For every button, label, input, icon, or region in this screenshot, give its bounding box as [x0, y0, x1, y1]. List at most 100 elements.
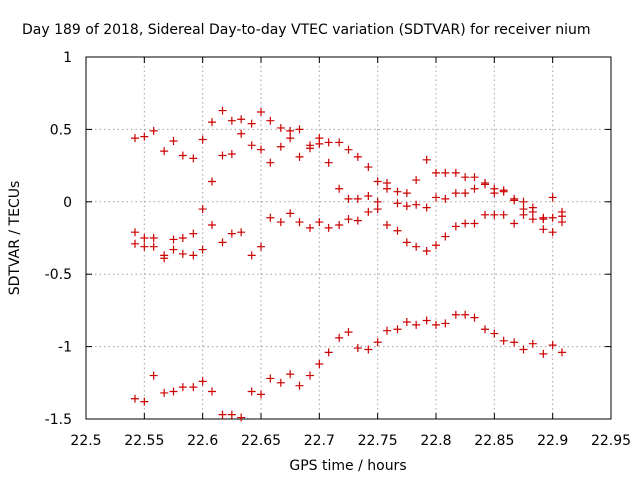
data-point: [383, 184, 391, 193]
data-point: [189, 251, 198, 260]
data-point: [364, 163, 373, 172]
data-point: [353, 194, 362, 203]
data-point: [528, 215, 537, 224]
data-point: [257, 390, 265, 399]
data-point: [353, 152, 362, 161]
data-point: [276, 123, 285, 132]
data-point: [548, 193, 557, 202]
data-point: [160, 388, 169, 397]
data-point: [335, 220, 344, 229]
series-lower-middle: [131, 205, 566, 263]
data-point: [160, 254, 169, 263]
data-points: [131, 106, 566, 422]
data-point: [470, 313, 479, 322]
data-point: [266, 116, 275, 125]
data-point: [510, 219, 519, 228]
data-point: [432, 193, 440, 202]
data-point: [470, 184, 479, 193]
x-tick-label: 22.7: [304, 433, 335, 449]
data-point: [335, 333, 344, 342]
data-point: [510, 194, 519, 203]
data-point: [441, 168, 450, 177]
data-point: [140, 242, 149, 251]
data-point: [131, 134, 139, 143]
data-point: [490, 189, 499, 198]
data-point: [189, 154, 198, 163]
data-point: [257, 242, 265, 251]
data-point: [451, 222, 460, 231]
data-point: [548, 341, 557, 350]
data-point: [344, 145, 353, 154]
series-upper: [131, 106, 566, 222]
data-point: [451, 310, 460, 319]
data-point: [461, 189, 470, 198]
data-point: [237, 413, 246, 422]
data-point: [295, 125, 304, 134]
data-point: [218, 151, 227, 160]
data-point: [558, 348, 566, 357]
x-tick-label: 22.5: [70, 433, 101, 449]
data-point: [548, 213, 557, 222]
data-point: [499, 336, 508, 345]
data-point: [286, 126, 295, 135]
data-point: [364, 192, 373, 201]
data-point: [169, 235, 178, 244]
data-point: [461, 173, 470, 182]
data-point: [335, 138, 344, 147]
data-point: [295, 381, 304, 390]
data-point: [548, 228, 557, 237]
data-point: [178, 151, 187, 160]
data-point: [558, 218, 566, 227]
data-point: [286, 370, 295, 379]
x-tick-label: 22.65: [241, 433, 281, 449]
data-point: [218, 238, 227, 247]
data-point: [208, 220, 216, 229]
data-point: [528, 339, 537, 348]
data-point: [412, 176, 421, 185]
data-point: [324, 348, 333, 357]
x-tick-label: 22.95: [591, 433, 631, 449]
data-point: [481, 180, 489, 189]
data-point: [432, 320, 440, 329]
data-point: [422, 316, 431, 325]
data-point: [306, 223, 314, 232]
data-point: [432, 241, 440, 250]
data-point: [441, 232, 450, 241]
data-point: [324, 138, 333, 147]
data-point: [490, 329, 499, 338]
x-tick-label: 22.8: [420, 433, 451, 449]
data-point: [237, 129, 246, 138]
data-point: [227, 229, 236, 238]
data-point: [393, 325, 402, 334]
data-point: [149, 242, 158, 251]
axis-ticks: 1 0.5 0 -0.5 -1 -1.5 22.5 22.55 22.6 22.65 22.7 22.…: [45, 50, 631, 449]
data-point: [247, 119, 256, 128]
data-point: [393, 226, 402, 235]
data-point: [208, 118, 216, 127]
x-tick-label: 22.6: [187, 433, 218, 449]
data-point: [383, 326, 391, 335]
data-point: [178, 249, 187, 258]
data-point: [324, 158, 333, 167]
data-point: [481, 325, 489, 334]
data-point: [306, 144, 314, 153]
y-tick-label: 0.5: [50, 122, 72, 138]
y-axis-label: SDTVAR / TECUs: [7, 181, 23, 296]
data-point: [178, 234, 187, 242]
data-point: [422, 155, 431, 164]
data-point: [315, 359, 324, 368]
data-point: [198, 205, 207, 214]
data-point: [247, 387, 256, 396]
data-point: [383, 220, 391, 229]
data-point: [373, 338, 382, 347]
x-tick-label: 22.9: [537, 433, 568, 449]
data-point: [295, 218, 304, 227]
data-point: [539, 225, 548, 234]
data-point: [499, 186, 508, 195]
data-point: [490, 210, 499, 219]
x-tick-label: 22.55: [124, 433, 164, 449]
data-point: [324, 223, 333, 232]
data-point: [470, 173, 479, 182]
data-point: [257, 108, 265, 117]
data-point: [208, 387, 216, 396]
